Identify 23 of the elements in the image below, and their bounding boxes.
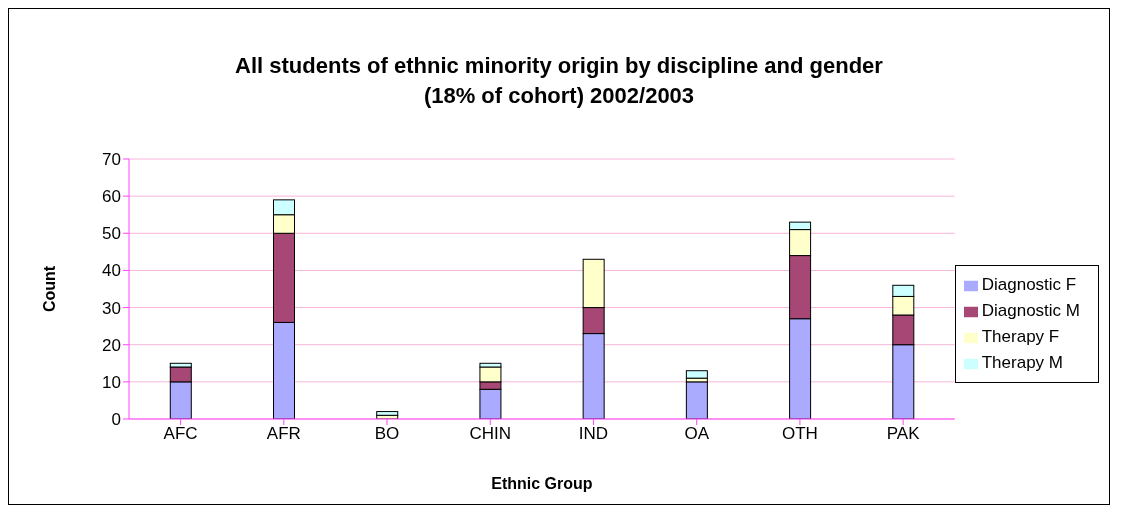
x-tick-label: OA (684, 424, 710, 444)
y-tick-label: 70 (102, 150, 121, 170)
y-axis-title: Count (40, 265, 58, 313)
x-axis-title: Ethnic Group (491, 475, 593, 492)
legend-label: Therapy M (981, 353, 1063, 372)
y-tick-label: 0 (111, 410, 121, 430)
x-tick-label: AFR (266, 424, 301, 444)
x-tick-label: AFC (163, 424, 198, 444)
x-tick-label: CHIN (469, 424, 512, 444)
x-tick-label: IND (578, 424, 609, 444)
y-tick-label: 40 (102, 261, 121, 281)
legend-label: Diagnostic M (981, 301, 1080, 320)
x-tick-label: PAK (886, 424, 921, 444)
chart-title: All students of ethnic minority origin by discipline and gender (18% of cohort) 2002/2003 (234, 52, 884, 110)
y-tick-label: 50 (102, 224, 121, 244)
y-tick-label: 30 (102, 298, 121, 318)
legend-label: Therapy F (981, 327, 1060, 346)
y-tick-label: 10 (102, 372, 121, 392)
legend-label: Diagnostic F (981, 275, 1077, 294)
x-tick-label: BO (374, 424, 400, 444)
y-tick-label: 20 (102, 335, 121, 355)
x-tick-label: OTH (781, 424, 818, 444)
y-tick-label: 60 (102, 187, 121, 207)
